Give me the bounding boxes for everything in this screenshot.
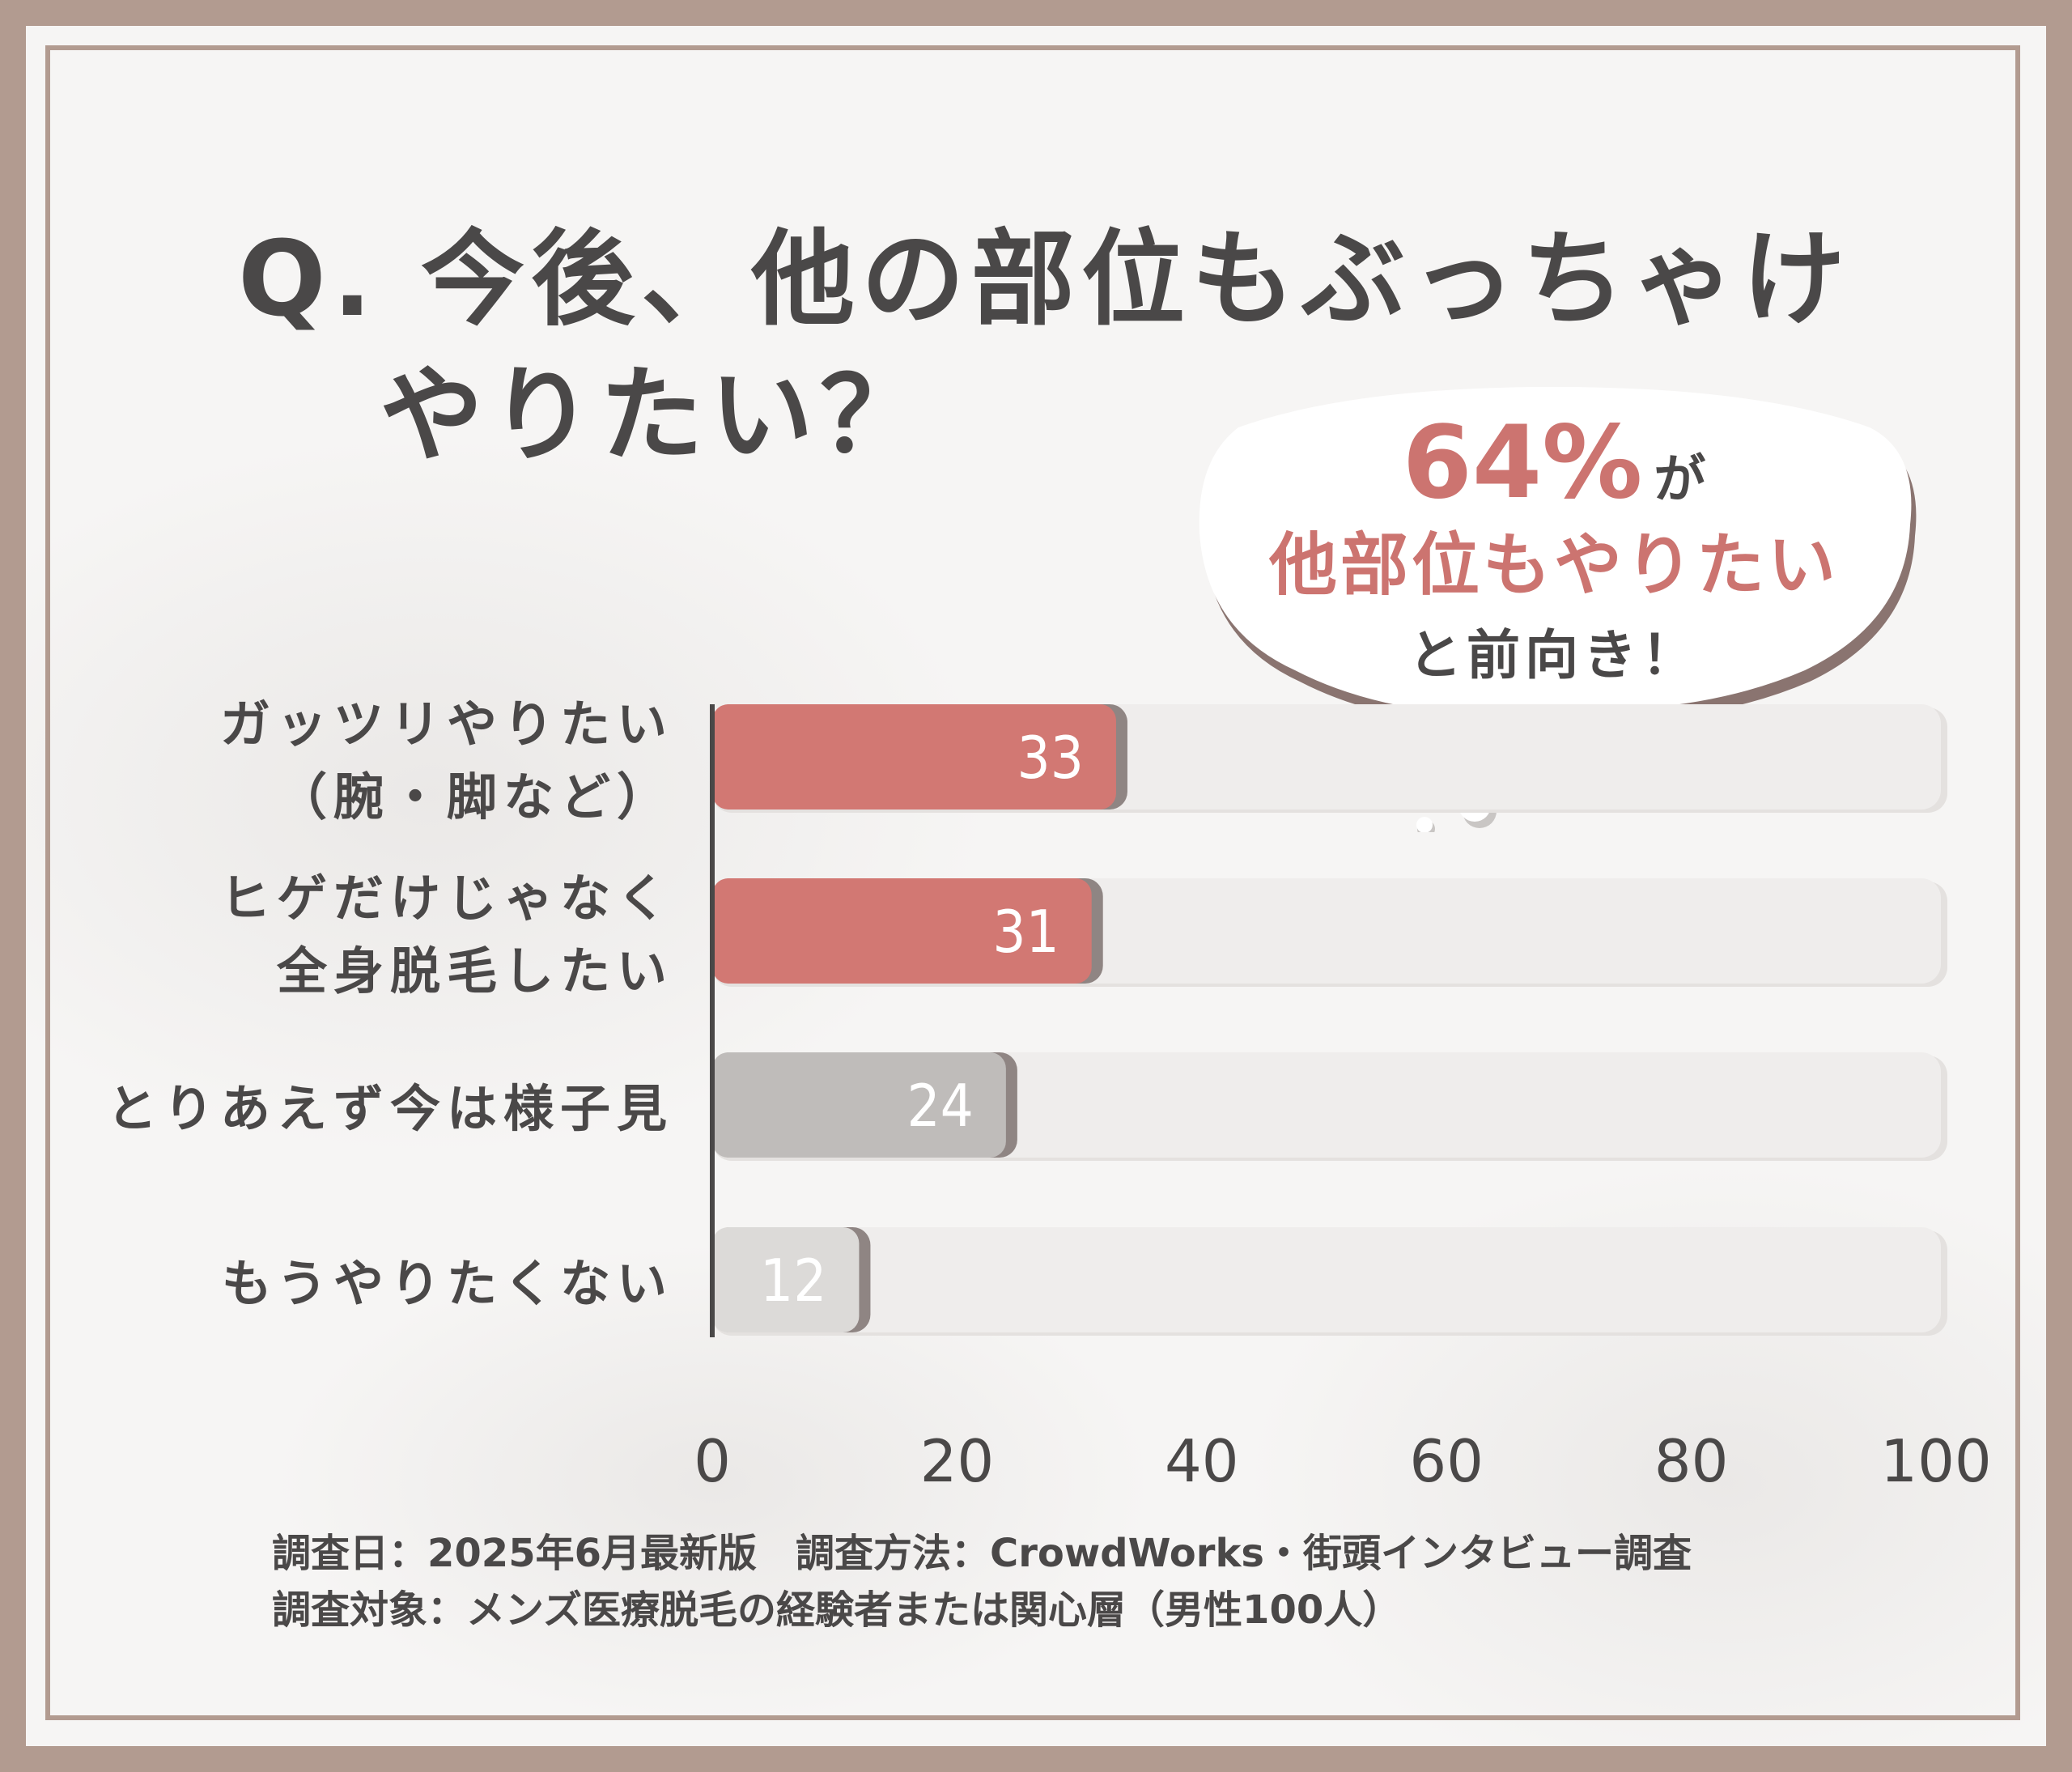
bar xyxy=(712,704,1116,810)
x-tick-label: 40 xyxy=(1165,1427,1239,1495)
x-tick-label: 80 xyxy=(1654,1427,1729,1495)
title-line-1: Q. 今後、他の部位もぶっちゃけ xyxy=(238,219,1853,340)
callout-line-1: 64% が xyxy=(1190,406,1918,520)
category-label: 全身脱毛したい xyxy=(276,941,673,1001)
x-tick-label: 60 xyxy=(1409,1427,1484,1495)
callout-line-3: と前向き！ xyxy=(1408,624,1700,686)
callout-line-2: 他部位もやりたい xyxy=(1268,525,1839,605)
x-tick-label: 100 xyxy=(1880,1427,1991,1495)
callout-ga: が xyxy=(1654,450,1706,510)
category-label: ヒゲだけじゃなく xyxy=(220,869,673,928)
speech-bubble-shape xyxy=(1199,387,1917,832)
bar-value-label: 24 xyxy=(906,1072,973,1140)
category-label: ガッツリやりたい xyxy=(220,695,673,754)
survey-footer: 調査日：2025年6月最新版 調査方法：CrowdWorks・街頭インタビュー調… xyxy=(272,1525,1972,1638)
category-label: とりあえず今は様子見 xyxy=(107,1079,673,1138)
category-label: （腕・脚など） xyxy=(277,767,673,827)
infographic-frame: Q. 今後、他の部位もぶっちゃけ やりたい？ 64% が 他部位もやりたい と前向… xyxy=(26,26,2046,1746)
bar-track xyxy=(712,1227,1941,1332)
x-tick-label: 0 xyxy=(694,1427,731,1495)
callout-percent: 64% xyxy=(1402,405,1643,521)
bar-value-label: 33 xyxy=(1017,724,1084,792)
speech-bubble xyxy=(1190,379,1918,832)
bar xyxy=(712,1227,860,1332)
bar-track xyxy=(712,1052,1941,1158)
question-title: Q. 今後、他の部位もぶっちゃけ やりたい？ xyxy=(238,212,1938,484)
footer-line-1: 調査日：2025年6月最新版 調査方法：CrowdWorks・街頭インタビュー調… xyxy=(272,1531,1692,1576)
bar xyxy=(712,1052,1006,1158)
callout-text: 64% が 他部位もやりたい と前向き！ xyxy=(1190,406,1918,701)
inner-border xyxy=(45,45,2020,1720)
bar-value-label: 12 xyxy=(760,1247,826,1315)
category-label: もうやりたくない xyxy=(222,1254,673,1313)
bar-value-label: 31 xyxy=(992,898,1059,966)
x-tick-label: 20 xyxy=(920,1427,995,1495)
footer-line-2: 調査対象：メンズ医療脱毛の経験者または関心層（男性100人） xyxy=(272,1587,1402,1633)
bar xyxy=(712,878,1092,984)
title-line-2: やりたい？ xyxy=(380,355,931,476)
